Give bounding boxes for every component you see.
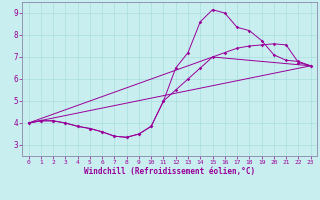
X-axis label: Windchill (Refroidissement éolien,°C): Windchill (Refroidissement éolien,°C) (84, 167, 255, 176)
